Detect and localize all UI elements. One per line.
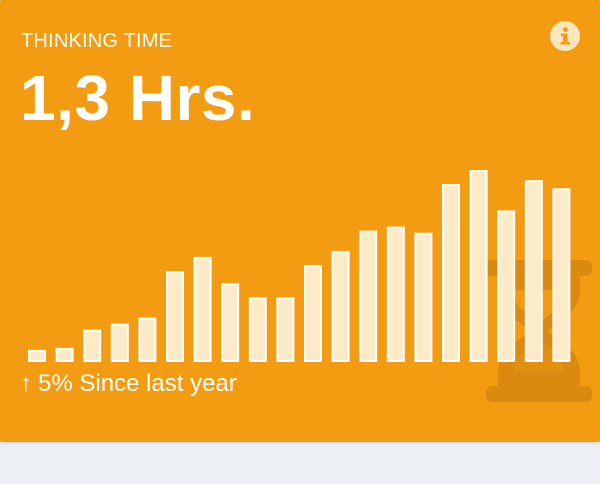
chart-bar [166, 271, 184, 363]
chart-bar [552, 188, 571, 362]
chart-bar [442, 184, 460, 362]
chart-bar [497, 210, 516, 362]
change-summary: ↑ 5% Since last year [20, 370, 237, 398]
chart-bar [28, 349, 46, 362]
chart-bar [248, 297, 267, 362]
chart-bar [414, 232, 433, 362]
card-title: THINKING TIME [21, 30, 173, 52]
chart-bar [469, 170, 488, 362]
chart-bar [55, 347, 74, 362]
chart-bar [221, 283, 240, 363]
chart-bar [331, 250, 350, 362]
chart-bar [359, 230, 378, 362]
card-value: 1,3 Hrs. [20, 62, 256, 134]
chart-bar [83, 329, 102, 363]
chart-bar [138, 317, 157, 363]
chart-bar [110, 323, 129, 363]
chart-bar [524, 180, 543, 362]
chart-bar [276, 297, 295, 362]
chart-bar [304, 265, 322, 362]
chart-bar [193, 256, 212, 362]
up-arrow-icon: ↑ [20, 370, 32, 397]
chart-bar [386, 226, 405, 362]
thinking-time-card: THINKING TIME 1,3 Hrs. ↑ 5% Since last ye… [0, 0, 600, 442]
info-icon [560, 27, 570, 45]
change-text: 5% Since last year [38, 370, 237, 397]
info-button[interactable] [550, 21, 580, 51]
bar-chart [28, 170, 571, 363]
